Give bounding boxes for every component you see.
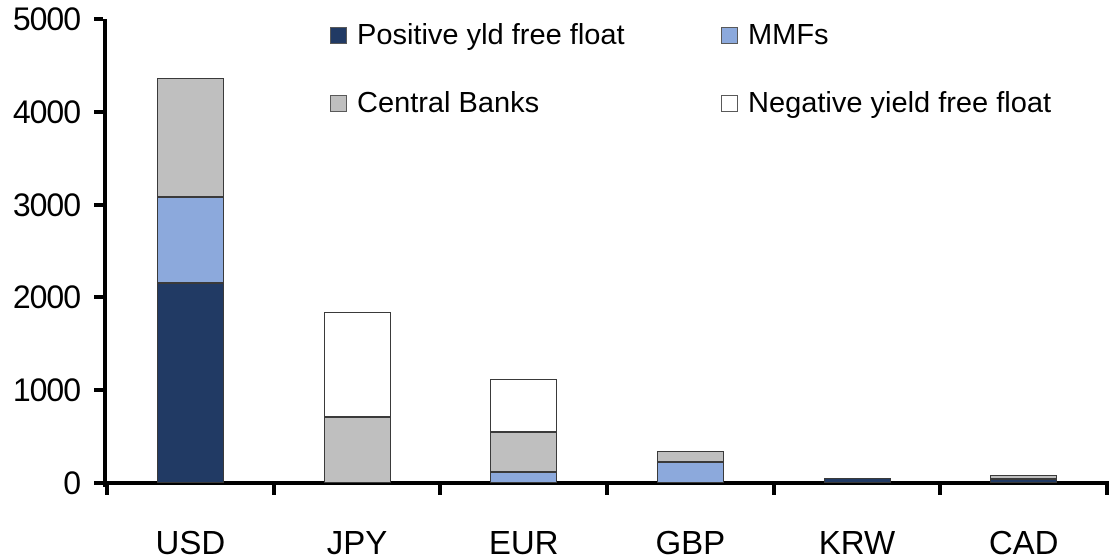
x-axis-tick bbox=[438, 485, 443, 495]
legend-swatch-positive-yld-free-float bbox=[330, 26, 347, 44]
bar-segment-USD-central-banks bbox=[156, 78, 224, 198]
y-axis-tick bbox=[94, 295, 103, 300]
bar-segment-USD-mmfs bbox=[156, 197, 224, 284]
x-category-label: JPY bbox=[326, 524, 388, 556]
legend-swatch-negative-yield-free-float bbox=[721, 94, 738, 112]
bar-segment-EUR-negative-yield-free-float bbox=[490, 379, 558, 432]
x-axis-tick bbox=[1105, 485, 1109, 495]
x-category-label: USD bbox=[155, 524, 226, 556]
legend-label: MMFs bbox=[748, 18, 829, 51]
x-category-label: CAD bbox=[988, 524, 1059, 556]
y-tick-label: 5000 bbox=[12, 1, 81, 37]
bar-segment-JPY-central-banks bbox=[323, 417, 391, 483]
y-tick-label: 4000 bbox=[12, 93, 81, 130]
y-axis-line bbox=[103, 19, 107, 487]
x-axis-tick bbox=[605, 485, 609, 495]
y-tick-label: 2000 bbox=[12, 279, 81, 316]
legend-item-negative-yield-free-float: Negative yield free float bbox=[721, 88, 1051, 117]
legend-item-positive-yld-free-float: Positive yld free float bbox=[330, 20, 625, 49]
y-axis-tick bbox=[94, 17, 103, 21]
legend-item-mmfs: MMFs bbox=[721, 20, 829, 49]
bar-segment-EUR-mmfs bbox=[490, 471, 558, 483]
y-tick-label: 1000 bbox=[12, 372, 81, 409]
y-axis-tick bbox=[94, 481, 103, 485]
legend-item-central-banks: Central Banks bbox=[330, 88, 539, 117]
y-axis-tick bbox=[94, 388, 103, 393]
bar-segment-USD-positive-yld-free-float bbox=[156, 283, 224, 483]
x-axis-tick bbox=[271, 485, 276, 495]
x-axis-tick bbox=[938, 485, 943, 495]
y-tick-label: 3000 bbox=[12, 186, 81, 223]
legend-swatch-mmfs bbox=[721, 26, 738, 44]
x-axis-tick bbox=[105, 485, 109, 495]
bar-segment-EUR-central-banks bbox=[490, 431, 558, 472]
y-axis-tick bbox=[94, 202, 103, 207]
plot-area: USD JPY EUR GBP KRW CAD bbox=[94, 17, 1109, 556]
legend-label: Negative yield free float bbox=[748, 86, 1052, 119]
legend-label: Central Banks bbox=[357, 86, 540, 119]
x-category-label: EUR bbox=[488, 524, 559, 556]
bar-segment-GBP-central-banks bbox=[656, 451, 724, 462]
bar-segment-CAD-positive-yld-free-float bbox=[990, 479, 1058, 483]
bar-segment-CAD-central-banks bbox=[990, 475, 1058, 480]
legend-label: Positive yld free float bbox=[357, 18, 625, 51]
x-axis-tick bbox=[771, 485, 776, 495]
bar-segment-GBP-mmfs bbox=[656, 461, 724, 483]
bar-segment-JPY-negative-yield-free-float bbox=[323, 312, 391, 418]
y-axis-tick bbox=[94, 109, 103, 114]
x-category-label: KRW bbox=[818, 524, 896, 556]
x-category-label: GBP bbox=[655, 524, 726, 556]
y-tick-label: 0 bbox=[63, 465, 81, 501]
legend-swatch-central-banks bbox=[330, 94, 347, 112]
x-axis-line bbox=[99, 481, 1109, 485]
bar-segment-KRW-positive-yld-free-float bbox=[823, 478, 891, 483]
